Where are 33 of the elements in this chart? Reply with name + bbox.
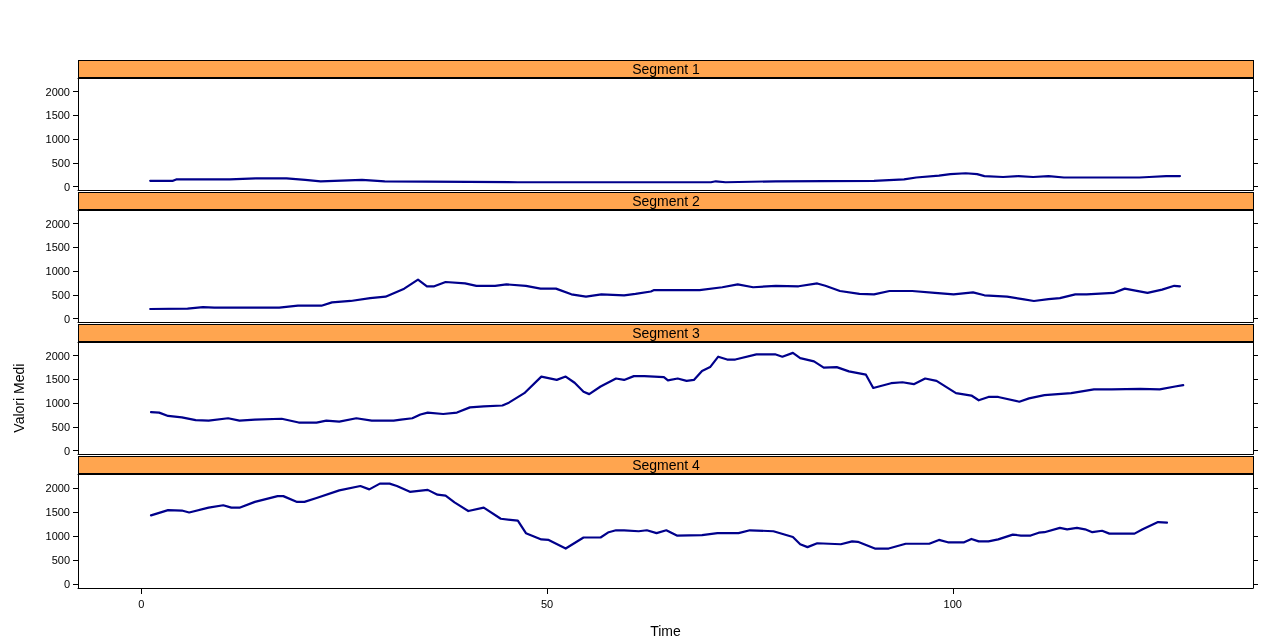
y-tick-label: 1500 xyxy=(45,109,70,122)
y-tick-label: 0 xyxy=(63,312,70,325)
y-tick-label: 1500 xyxy=(45,373,70,386)
chart-title: Segment 4 xyxy=(78,456,1254,474)
y-tick-label: 1000 xyxy=(45,530,70,543)
x-tick-label: 100 xyxy=(943,597,962,610)
y-tick-label: 1000 xyxy=(45,265,70,278)
y-tick-label: 0 xyxy=(63,180,70,193)
y-tick-label: 0 xyxy=(63,578,70,591)
y-tick-label: 1500 xyxy=(45,241,70,254)
line-series xyxy=(149,278,1182,311)
chart-title: Segment 2 xyxy=(78,192,1254,210)
y-tick-label: 500 xyxy=(51,156,70,169)
y-tick-label: 1000 xyxy=(45,397,70,410)
y-tick-label: 2000 xyxy=(45,217,70,230)
y-axis-title: Valori Medi xyxy=(11,363,27,433)
y-tick-label: 500 xyxy=(51,288,70,301)
x-axis-title: Time xyxy=(650,623,682,639)
x-tick-label: 50 xyxy=(540,597,554,610)
y-tick-label: 500 xyxy=(51,554,70,567)
y-tick-label: 2000 xyxy=(45,481,70,494)
y-tick-label: 0 xyxy=(63,444,70,457)
line-series xyxy=(149,482,1169,550)
chart-title: Segment 3 xyxy=(78,324,1254,342)
y-tick-label: 1000 xyxy=(45,133,70,146)
line-series xyxy=(149,172,1182,184)
y-tick-label: 1500 xyxy=(45,506,70,518)
y-tick-label: 2000 xyxy=(45,85,70,98)
x-tick-label: 0 xyxy=(138,597,145,610)
y-tick-label: 2000 xyxy=(45,349,70,362)
chart-title: Segment 1 xyxy=(78,60,1254,78)
y-tick-label: 500 xyxy=(51,420,70,433)
line-series xyxy=(149,351,1185,424)
